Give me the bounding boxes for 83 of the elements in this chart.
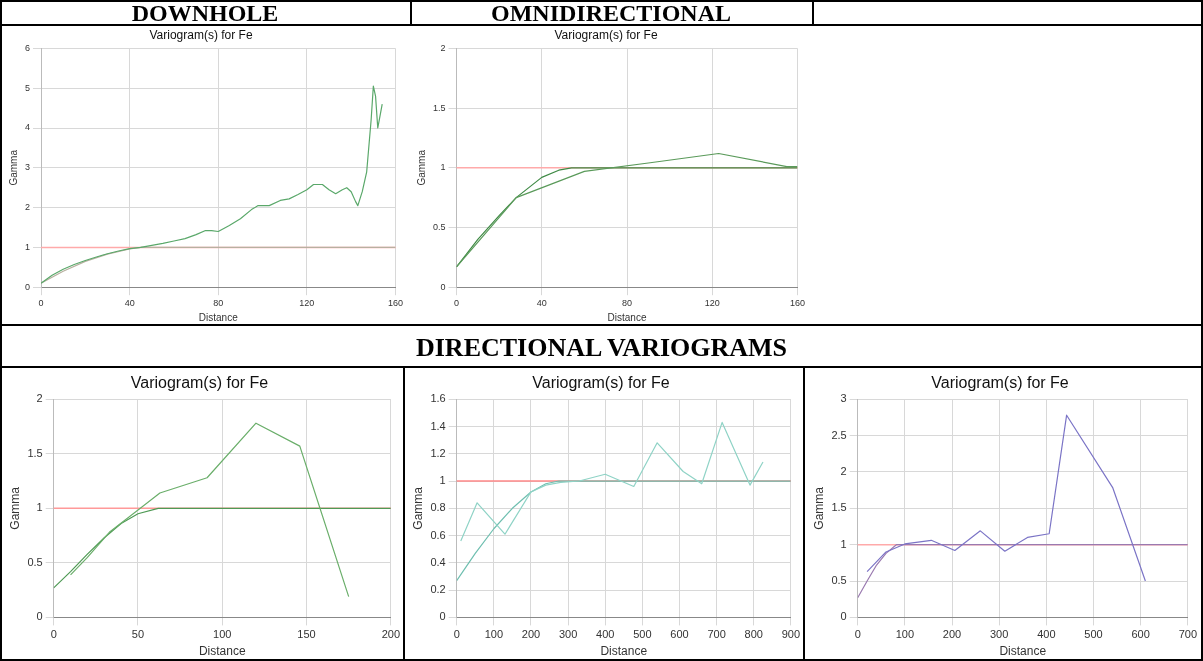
x-tick-label: 600 [670,628,689,641]
y-tick-label: 0.8 [430,501,446,514]
x-tick-label: 200 [942,628,962,641]
x-tick-label: 400 [1037,628,1056,641]
x-tick-label: 160 [789,298,806,309]
y-tick-label: 1 [440,162,446,173]
y-axis-title: Gamma [410,486,425,530]
x-tick-label: 300 [990,628,1009,641]
y-tick-label: 0 [840,610,847,623]
x-tick-label: 0 [454,298,460,309]
x-tick-label: 120 [299,298,315,309]
y-tick-label: 1.6 [430,392,446,405]
x-tick-label: 40 [124,298,135,309]
x-axis-title: Distance [999,644,1047,659]
y-tick-label: 0.6 [430,528,446,541]
y-tick-label: 0.2 [430,583,446,596]
y-tick-label: 1.5 [27,446,43,459]
chart-subtitle: DIRECTIONAL VARIOGRAMS [414,332,789,364]
x-tick-label: 600 [1131,628,1150,641]
x-tick-label: 800 [744,628,763,641]
chart-title: Variogram(s) for Fe [130,374,269,392]
y-tick-label: 6 [24,42,31,53]
x-tick-label: 100 [895,628,915,641]
y-axis-title: Gamma [811,486,826,530]
x-tick-label: 100 [484,628,503,641]
y-tick-label: 4 [24,122,31,133]
x-axis-title: Distance [607,311,647,323]
x-tick-label: 50 [131,628,145,641]
x-tick-label: 120 [704,298,720,309]
x-tick-label: 400 [596,628,615,641]
x-tick-label: 160 [387,298,404,309]
y-tick-label: 3 [24,162,31,173]
y-tick-label: 2.5 [831,428,847,441]
x-tick-label: 40 [536,298,547,309]
y-tick-label: 1 [840,537,847,550]
y-tick-label: 1.5 [831,501,847,514]
chart-title: Variogram(s) for Fe [149,27,253,42]
chart-title: Variogram(s) for Fe [931,374,1069,392]
y-tick-label: 0.5 [27,555,43,568]
y-tick-label: 1 [439,474,446,487]
chart-title: Variogram(s) for Fe [532,374,670,392]
x-tick-label: 0 [854,628,861,641]
y-tick-label: 0 [36,610,43,623]
y-tick-label: 1 [24,241,31,252]
y-tick-label: 5 [24,82,31,93]
x-tick-label: 0 [50,628,57,641]
y-tick-label: 0.5 [433,221,446,232]
y-axis-title: Gamma [7,486,22,530]
x-tick-label: 900 [781,628,800,641]
y-tick-label: 2 [24,202,31,213]
y-tick-label: 1 [36,501,43,514]
y-tick-label: 0.4 [430,555,446,568]
x-tick-label: 300 [558,628,578,641]
x-tick-label: 200 [381,628,400,641]
x-tick-label: 500 [1084,628,1103,641]
chart-subtitle: OMNIDIRECTIONAL [490,0,732,26]
x-tick-label: 200 [521,628,541,641]
y-tick-label: 0 [440,281,446,292]
x-tick-label: 0 [453,628,460,641]
x-tick-label: 80 [213,298,224,309]
y-tick-label: 3 [840,392,847,405]
y-tick-label: 1.2 [430,446,446,459]
x-tick-label: 500 [633,628,652,641]
y-tick-label: 2 [840,464,847,477]
y-tick-label: 1.4 [430,419,446,432]
x-tick-label: 150 [297,628,316,641]
x-tick-label: 700 [1178,628,1197,641]
y-tick-label: 2 [440,42,446,53]
y-tick-label: 2 [36,392,43,405]
x-axis-title: Distance [600,644,648,659]
x-axis-title: Distance [198,644,246,659]
y-tick-label: 0 [439,610,446,623]
y-tick-label: 1.5 [433,102,446,113]
chart-title: Variogram(s) for Fe [554,27,658,42]
y-tick-label: 0 [24,281,31,292]
x-axis-title: Distance [198,311,239,323]
y-axis-title: Gamma [415,149,427,186]
chart-subtitle: DOWNHOLE [130,0,280,26]
x-tick-label: 100 [213,628,232,641]
y-tick-label: 0.5 [831,574,847,587]
x-tick-label: 700 [707,628,726,641]
x-tick-label: 80 [621,298,633,309]
y-axis-title: Gamma [7,149,19,186]
